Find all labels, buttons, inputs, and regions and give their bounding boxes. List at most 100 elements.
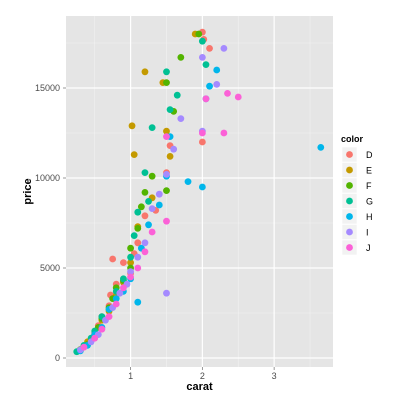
data-point xyxy=(184,178,192,186)
data-point xyxy=(148,172,156,180)
data-point xyxy=(155,190,163,198)
data-point xyxy=(317,144,325,151)
data-point xyxy=(120,259,127,266)
y-tick-label: 0 xyxy=(55,353,60,363)
data-point xyxy=(220,129,228,137)
legend-label: F xyxy=(366,181,372,191)
data-point xyxy=(130,151,138,159)
data-point xyxy=(134,239,142,247)
grid xyxy=(66,16,333,367)
x-tick-label: 2 xyxy=(200,371,205,381)
data-point xyxy=(80,343,88,351)
x-axis-title: carat xyxy=(186,381,213,393)
data-point xyxy=(120,284,127,292)
legend-entry: F xyxy=(341,177,372,194)
legend-entry: I xyxy=(341,224,369,240)
data-point xyxy=(141,248,149,256)
data-point xyxy=(206,45,213,52)
data-points xyxy=(73,28,325,356)
legend-entry: H xyxy=(341,208,373,225)
data-point xyxy=(141,169,149,177)
legend-label: J xyxy=(366,243,371,253)
data-point xyxy=(141,239,149,247)
data-point xyxy=(224,90,231,97)
data-point xyxy=(166,106,174,113)
data-point xyxy=(173,91,181,99)
data-point xyxy=(134,225,142,232)
data-point xyxy=(127,273,134,281)
data-point xyxy=(213,66,221,74)
x-tick-label: 3 xyxy=(272,371,277,381)
legend-marker xyxy=(346,244,353,251)
data-point xyxy=(145,198,152,205)
data-point xyxy=(148,228,156,236)
legend-entry: E xyxy=(341,162,372,178)
data-point xyxy=(127,244,134,252)
data-point xyxy=(213,81,221,88)
data-point xyxy=(109,255,117,263)
data-point xyxy=(206,82,213,90)
data-point xyxy=(127,253,134,261)
y-axis-title: price xyxy=(22,178,34,204)
data-point xyxy=(134,208,142,216)
data-point xyxy=(116,289,124,297)
data-point xyxy=(163,217,170,225)
data-point xyxy=(198,183,206,191)
data-point xyxy=(112,295,120,302)
legend-marker xyxy=(346,182,353,189)
legend-label: E xyxy=(366,166,372,176)
data-point xyxy=(198,138,206,146)
data-point xyxy=(148,124,156,131)
data-point xyxy=(220,45,228,52)
legend-entry: D xyxy=(341,146,373,163)
data-point xyxy=(141,212,149,220)
data-point xyxy=(120,275,127,283)
data-point xyxy=(170,145,178,153)
data-point xyxy=(141,68,149,76)
y-axis-ticks: 0 5000 10000 15000 xyxy=(35,83,66,363)
data-point xyxy=(163,171,170,178)
data-point xyxy=(137,203,145,211)
data-point xyxy=(166,153,174,160)
data-point xyxy=(130,232,138,240)
y-tick-label: 10000 xyxy=(35,173,60,183)
x-axis-ticks: 1 2 3 xyxy=(128,367,277,381)
data-point xyxy=(163,133,170,141)
legend-label: H xyxy=(366,212,373,222)
legend-label: I xyxy=(366,228,369,238)
data-point xyxy=(195,30,203,38)
plot-panel xyxy=(66,16,333,367)
x-tick-label: 1 xyxy=(128,371,133,381)
data-point xyxy=(127,268,134,275)
data-point xyxy=(163,79,170,86)
data-point xyxy=(163,127,170,135)
data-point xyxy=(127,259,134,266)
data-point xyxy=(198,129,206,137)
data-point xyxy=(163,289,170,297)
data-point xyxy=(128,122,136,130)
data-point xyxy=(91,334,99,342)
data-point xyxy=(202,61,210,68)
legend-marker xyxy=(346,197,353,205)
data-point xyxy=(198,37,206,45)
data-point xyxy=(141,189,149,196)
data-point xyxy=(163,187,170,195)
legend-marker xyxy=(346,228,353,236)
legend-marker xyxy=(346,213,353,220)
y-tick-label: 15000 xyxy=(35,83,60,93)
data-point xyxy=(202,95,210,103)
legend-entry: G xyxy=(341,193,373,209)
data-point xyxy=(177,54,185,61)
data-point xyxy=(105,313,113,320)
legend-entry: J xyxy=(341,239,371,256)
y-tick-label: 5000 xyxy=(40,263,60,273)
data-point xyxy=(177,115,185,122)
data-point xyxy=(145,221,152,229)
legend-marker xyxy=(346,166,353,174)
data-point xyxy=(198,54,206,61)
legend-marker xyxy=(346,151,353,158)
data-point xyxy=(163,68,170,76)
legend-title: color xyxy=(341,134,364,144)
